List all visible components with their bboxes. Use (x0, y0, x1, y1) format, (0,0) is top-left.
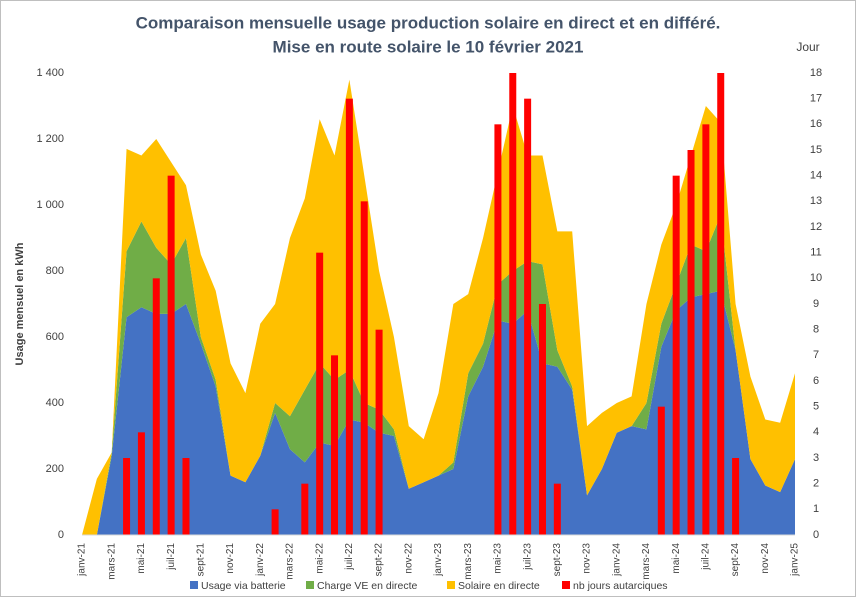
y2-tick-label: 3 (813, 452, 819, 464)
bar (301, 483, 309, 535)
x-tick-label: nov-22 (403, 543, 414, 574)
chart-subtitle: Mise en route solaire le 10 février 2021 (273, 37, 584, 56)
x-tick-label: janv-24 (611, 543, 622, 577)
bar (494, 124, 502, 535)
bar (702, 124, 710, 535)
bar (524, 98, 532, 536)
y2-tick-label: 1 (813, 503, 819, 515)
y2-tick-label: 15 (810, 144, 822, 156)
y2-tick-label: 0 (813, 529, 819, 541)
x-tick-label: sept-23 (552, 543, 563, 577)
y2-tick-label: 5 (813, 401, 819, 413)
bar (732, 458, 740, 535)
y-tick-label: 600 (46, 331, 64, 343)
bar (182, 458, 190, 535)
y2-tick-label: 13 (810, 195, 822, 207)
x-tick-label: sept-22 (374, 543, 385, 577)
y-tick-label: 0 (58, 529, 64, 541)
x-tick-label: sept-24 (730, 543, 741, 577)
x-tick-label: nov-24 (760, 543, 771, 574)
x-tick-label: mars-21 (106, 543, 117, 580)
y2-tick-label: 8 (813, 324, 819, 336)
x-tick-label: mai-21 (136, 543, 147, 574)
y2-tick-label: 7 (813, 349, 819, 361)
x-tick-label: mai-24 (671, 543, 682, 574)
x-tick-label: nov-23 (582, 543, 593, 574)
x-tick-label: janv-22 (255, 543, 266, 577)
y-tick-label: 800 (46, 265, 64, 277)
bar (345, 98, 353, 536)
y2-tick-label: 12 (810, 221, 822, 233)
bar (538, 304, 546, 535)
bar (123, 458, 131, 535)
y2-tick-label: 11 (810, 247, 821, 259)
x-tick-label: mars-24 (641, 543, 652, 580)
x-tick-label: mars-23 (463, 543, 474, 580)
bar (152, 278, 160, 535)
x-tick-label: juil-23 (522, 543, 533, 571)
x-tick-label: mars-22 (285, 543, 296, 580)
bar (553, 483, 561, 535)
y2-tick-label: 2 (813, 478, 819, 490)
y-tick-label: 1 000 (36, 199, 64, 211)
bar (375, 329, 383, 535)
y2-tick-label: 4 (813, 426, 819, 438)
y-tick-label: 200 (46, 463, 64, 475)
bar (672, 175, 680, 535)
y2-tick-label: 14 (810, 170, 822, 182)
x-tick-label: sept-21 (195, 543, 206, 577)
legend-swatch (190, 581, 198, 589)
y-axis-title: Usage mensuel en kWh (14, 242, 26, 365)
x-tick-label: juil-24 (701, 543, 712, 571)
y2-tick-label: 6 (813, 375, 819, 387)
x-tick-label: nov-21 (225, 543, 236, 574)
x-tick-label: mai-23 (493, 543, 504, 574)
y2-tick-label: 10 (810, 272, 822, 284)
bar (509, 73, 517, 535)
legend-swatch (562, 581, 570, 589)
y2-tick-label: 9 (813, 298, 819, 310)
legend-swatch (447, 581, 455, 589)
bar (360, 201, 368, 536)
bar (271, 509, 279, 535)
legend-label: nb jours autarciques (573, 580, 668, 592)
area (82, 79, 795, 535)
bar (331, 355, 339, 535)
legend-label: Usage via batterie (201, 580, 286, 592)
x-tick-label: juil-22 (344, 543, 355, 571)
x-tick-label: janv-21 (77, 543, 88, 577)
legend-swatch (306, 581, 314, 589)
y-tick-label: 1 400 (36, 67, 64, 79)
bar (167, 175, 175, 535)
bar (717, 73, 725, 535)
chart-title: Comparaison mensuelle usage production s… (136, 13, 721, 32)
y2-axis-title: Jour (796, 40, 819, 54)
area (82, 290, 795, 535)
y-tick-label: 1 200 (36, 133, 64, 145)
x-tick-label: janv-23 (433, 543, 444, 577)
legend-label: Solaire en directe (458, 580, 540, 592)
bar (687, 150, 695, 535)
x-tick-label: janv-25 (790, 543, 801, 577)
bar (657, 406, 665, 535)
x-tick-label: juil-21 (166, 543, 177, 571)
bar (137, 432, 145, 535)
y2-tick-label: 16 (810, 118, 822, 130)
legend-label: Charge VE en directe (317, 580, 418, 592)
y-tick-label: 400 (46, 397, 64, 409)
y2-tick-label: 18 (810, 67, 822, 79)
x-tick-label: mai-22 (314, 543, 325, 574)
bar (316, 252, 324, 535)
y2-tick-label: 17 (810, 93, 822, 105)
